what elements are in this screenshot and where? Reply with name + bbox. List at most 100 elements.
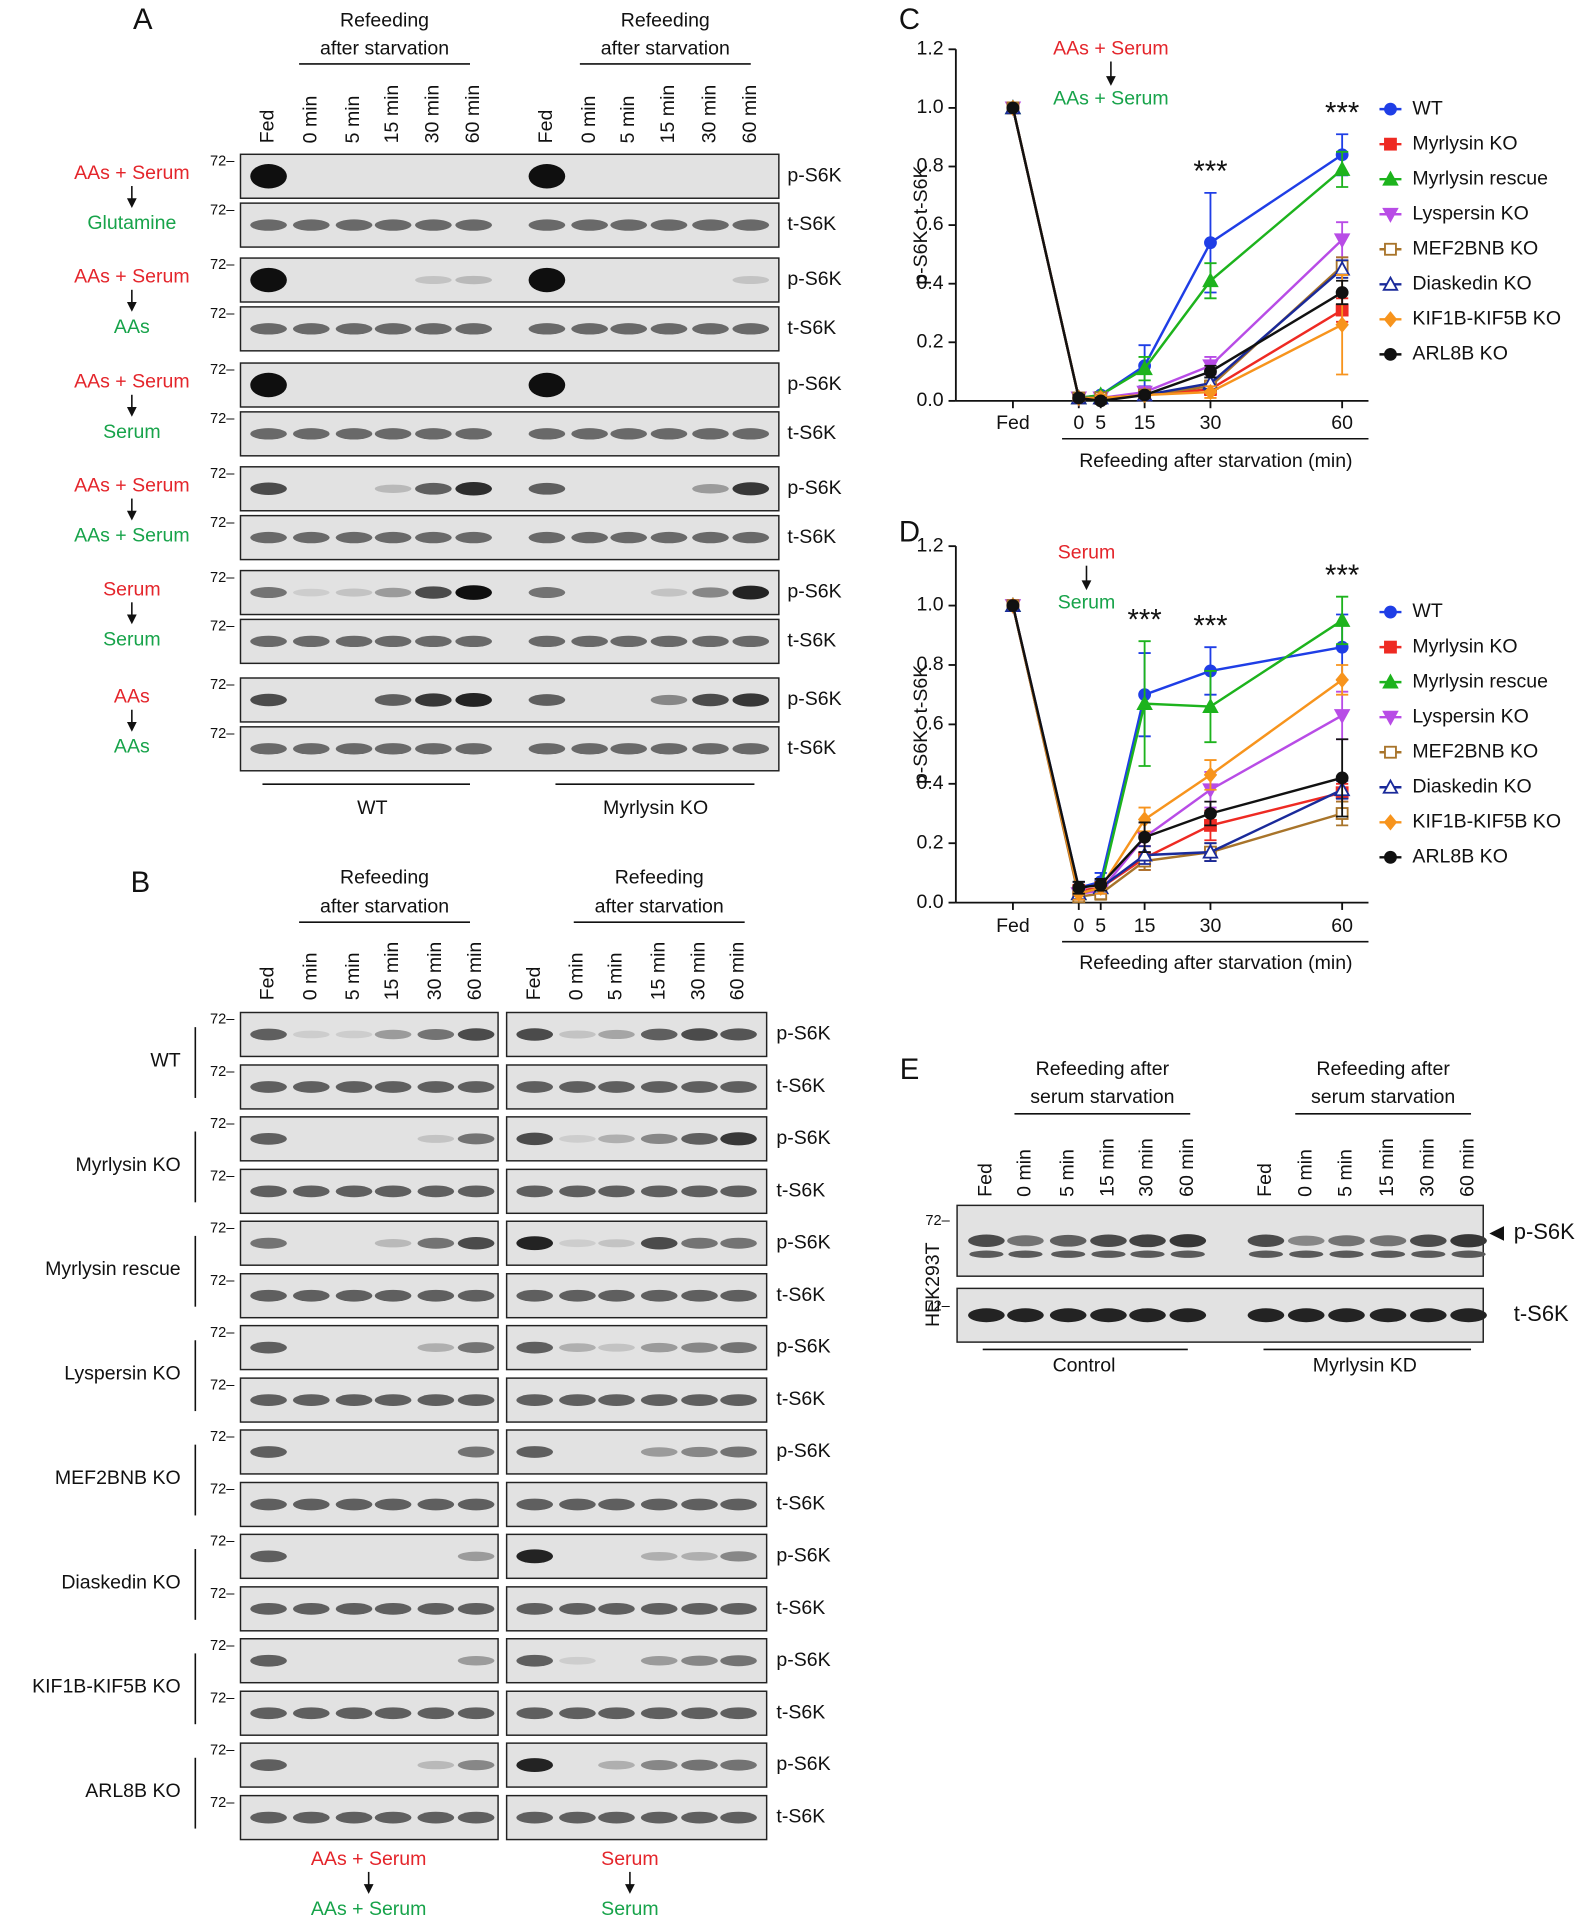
blot-band <box>559 1343 596 1352</box>
series-line <box>1011 605 1343 896</box>
blot-band <box>571 635 608 648</box>
blot-band <box>559 1656 596 1665</box>
y-axis-label: p-S6K : t-S6K <box>910 665 932 784</box>
y-tick-label: 0.8 <box>917 653 944 675</box>
lane-label: 60 min <box>462 85 484 144</box>
blot-band <box>457 1655 495 1666</box>
blot-band <box>250 1132 287 1145</box>
blot-band <box>640 1498 678 1511</box>
blot-band <box>292 1498 330 1511</box>
data-point <box>1006 599 1020 612</box>
blot-label: p-S6K <box>776 1545 830 1567</box>
blot-band <box>250 1185 287 1198</box>
blot-band <box>528 323 566 335</box>
condition-to: AAs + Serum <box>311 1898 427 1920</box>
blot-band <box>455 323 492 335</box>
blot-band <box>1450 1234 1487 1248</box>
lane-label: 30 min <box>422 85 444 144</box>
blot-band <box>1369 1235 1407 1247</box>
blot-band <box>417 1394 455 1406</box>
blot-band <box>457 1498 495 1511</box>
legend-label: Myrlysin rescue <box>1412 167 1548 189</box>
significance: *** <box>1325 559 1359 592</box>
blot-band <box>374 587 412 598</box>
blot-band <box>455 531 492 544</box>
legend-marker <box>1384 850 1397 864</box>
blot-band <box>250 693 287 707</box>
y-tick-label: 1.0 <box>917 594 944 616</box>
group-label: Myrlysin KO <box>603 797 708 819</box>
marker-label: 72– <box>210 677 235 693</box>
blot-band <box>250 1081 287 1093</box>
blot-band <box>559 1289 596 1302</box>
data-point <box>1136 360 1153 376</box>
blot-strip <box>239 202 780 248</box>
data-point <box>1335 771 1349 785</box>
blot-band <box>1451 1250 1486 1258</box>
blot-label: p-S6K <box>776 1753 830 1775</box>
header-line: Refeeding <box>340 866 429 888</box>
condition-from: AAs + Serum <box>74 162 190 184</box>
blot-band <box>681 1185 718 1198</box>
marker-label: 72– <box>210 466 235 482</box>
blot-band <box>292 1289 330 1302</box>
blot-band <box>1370 1250 1406 1258</box>
marker-label: 72– <box>210 362 235 378</box>
blot-band <box>374 531 412 544</box>
arrow-head <box>126 198 137 209</box>
data-point <box>1333 709 1351 725</box>
legend-marker <box>1384 242 1397 256</box>
blot-label: p-S6K <box>776 1649 830 1671</box>
blot-band <box>640 1028 678 1041</box>
blot-band <box>455 743 492 755</box>
blot-label: t-S6K <box>787 526 836 548</box>
blot-band <box>571 323 608 335</box>
legend-label: Diaskedin KO <box>1412 272 1531 294</box>
genotype-label: MEF2BNB KO <box>55 1467 181 1489</box>
blot-label: t-S6K <box>776 1493 825 1515</box>
marker-label: 72– <box>210 1795 235 1811</box>
blot-band <box>732 531 770 544</box>
blot-band <box>335 219 373 231</box>
legend-marker <box>1384 640 1397 654</box>
x-tick-label: 30 <box>1200 915 1222 937</box>
blot-band <box>1130 1250 1165 1258</box>
blot-band <box>1129 1308 1166 1323</box>
lane-label: 5 min <box>342 96 364 144</box>
blot-band <box>415 482 452 495</box>
data-point <box>1094 878 1108 892</box>
marker-label: 72– <box>210 1586 235 1602</box>
x-tick-label: 60 <box>1331 412 1353 434</box>
blot-band <box>640 1759 678 1771</box>
blot-band <box>335 1289 373 1302</box>
lane-label: 30 min <box>1136 1138 1158 1197</box>
blot-band <box>640 1394 678 1406</box>
lane-label: 5 min <box>1335 1149 1357 1197</box>
marker-label: 72– <box>210 1429 235 1445</box>
blot-band <box>598 1498 635 1511</box>
blot-band <box>1289 1250 1324 1258</box>
blot-band <box>598 1394 635 1406</box>
blot-band <box>417 1811 455 1824</box>
legend-marker <box>1384 745 1397 759</box>
blot-band <box>571 531 608 544</box>
blot-band <box>516 1341 554 1354</box>
blot-band <box>335 1394 373 1406</box>
blot-band <box>417 1707 455 1720</box>
treatment-to: AAs + Serum <box>1053 88 1169 110</box>
blot-band <box>1247 1234 1285 1248</box>
blot-band <box>374 1707 412 1720</box>
y-tick-label: 0.0 <box>917 389 944 411</box>
blot-band <box>516 1394 554 1406</box>
blot-band <box>640 1289 678 1302</box>
treatment-to: Serum <box>1058 592 1115 614</box>
blot-band <box>335 635 373 648</box>
blot-band <box>640 1811 678 1824</box>
blot-band <box>374 743 412 755</box>
legend-marker <box>1384 102 1397 116</box>
series-line <box>1011 107 1343 400</box>
blot-band <box>720 1602 757 1615</box>
arrow-head <box>363 1884 374 1894</box>
y-tick-label: 0.4 <box>917 772 944 794</box>
blot-band <box>516 1811 554 1824</box>
